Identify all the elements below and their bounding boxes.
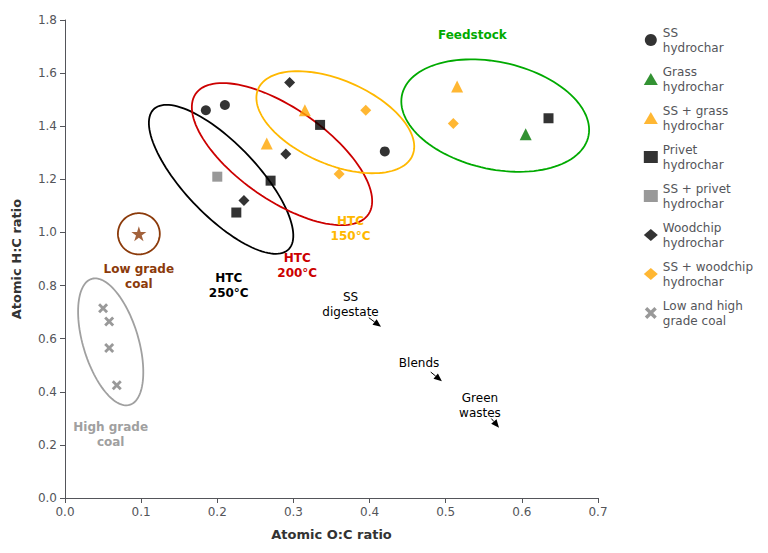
- svg-text:Privet: Privet: [663, 143, 698, 157]
- svg-text:0.1: 0.1: [132, 505, 151, 519]
- svg-text:0.5: 0.5: [436, 505, 455, 519]
- svg-text:250°C: 250°C: [209, 286, 249, 300]
- svg-text:hydrochar: hydrochar: [663, 80, 724, 94]
- svg-text:coal: coal: [97, 435, 125, 449]
- svg-text:0.4: 0.4: [360, 505, 379, 519]
- svg-text:hydrochar: hydrochar: [663, 41, 724, 55]
- svg-text:High grade: High grade: [73, 420, 148, 434]
- svg-text:Low and high: Low and high: [663, 299, 743, 313]
- svg-text:hydrochar: hydrochar: [663, 197, 724, 211]
- svg-text:0.6: 0.6: [38, 332, 57, 346]
- svg-text:Grass: Grass: [663, 65, 697, 79]
- svg-text:HTC: HTC: [284, 251, 311, 265]
- svg-text:0.6: 0.6: [512, 505, 531, 519]
- svg-text:1.4: 1.4: [38, 119, 57, 133]
- svg-text:0.3: 0.3: [284, 505, 303, 519]
- svg-text:HTC: HTC: [337, 214, 364, 228]
- svg-text:grade coal: grade coal: [663, 314, 726, 328]
- svg-text:SS + woodchip: SS + woodchip: [663, 260, 753, 274]
- svg-text:150°C: 150°C: [331, 229, 371, 243]
- svg-text:1.2: 1.2: [38, 172, 57, 186]
- svg-text:SS + grass: SS + grass: [663, 104, 728, 118]
- svg-text:Atomic O:C ratio: Atomic O:C ratio: [271, 527, 392, 542]
- svg-text:SS: SS: [663, 26, 678, 40]
- svg-text:SS + privet: SS + privet: [663, 182, 731, 196]
- svg-text:Atomic H:C ratio: Atomic H:C ratio: [9, 199, 24, 319]
- svg-text:1.8: 1.8: [38, 13, 57, 27]
- svg-text:hydrochar: hydrochar: [663, 236, 724, 250]
- svg-text:0.2: 0.2: [38, 438, 57, 452]
- svg-text:0.0: 0.0: [38, 491, 57, 505]
- svg-text:0.0: 0.0: [55, 505, 74, 519]
- svg-text:Blends: Blends: [399, 356, 439, 370]
- svg-text:hydrochar: hydrochar: [663, 119, 724, 133]
- svg-text:0.2: 0.2: [208, 505, 227, 519]
- svg-text:Low grade: Low grade: [104, 262, 175, 276]
- svg-text:hydrochar: hydrochar: [663, 158, 724, 172]
- svg-text:hydrochar: hydrochar: [663, 275, 724, 289]
- svg-text:HTC: HTC: [215, 271, 242, 285]
- svg-text:0.8: 0.8: [38, 279, 57, 293]
- svg-text:coal: coal: [125, 277, 153, 291]
- svg-text:200°C: 200°C: [277, 266, 317, 280]
- svg-text:0.4: 0.4: [38, 385, 57, 399]
- svg-text:Green: Green: [462, 391, 498, 405]
- svg-text:0.7: 0.7: [588, 505, 607, 519]
- svg-text:1.6: 1.6: [38, 66, 57, 80]
- svg-text:SS: SS: [343, 290, 358, 304]
- svg-text:Woodchip: Woodchip: [663, 221, 722, 235]
- svg-text:digestate: digestate: [322, 305, 378, 319]
- svg-text:wastes: wastes: [459, 406, 501, 420]
- svg-text:Feedstock: Feedstock: [438, 28, 508, 42]
- svg-text:1.0: 1.0: [38, 225, 57, 239]
